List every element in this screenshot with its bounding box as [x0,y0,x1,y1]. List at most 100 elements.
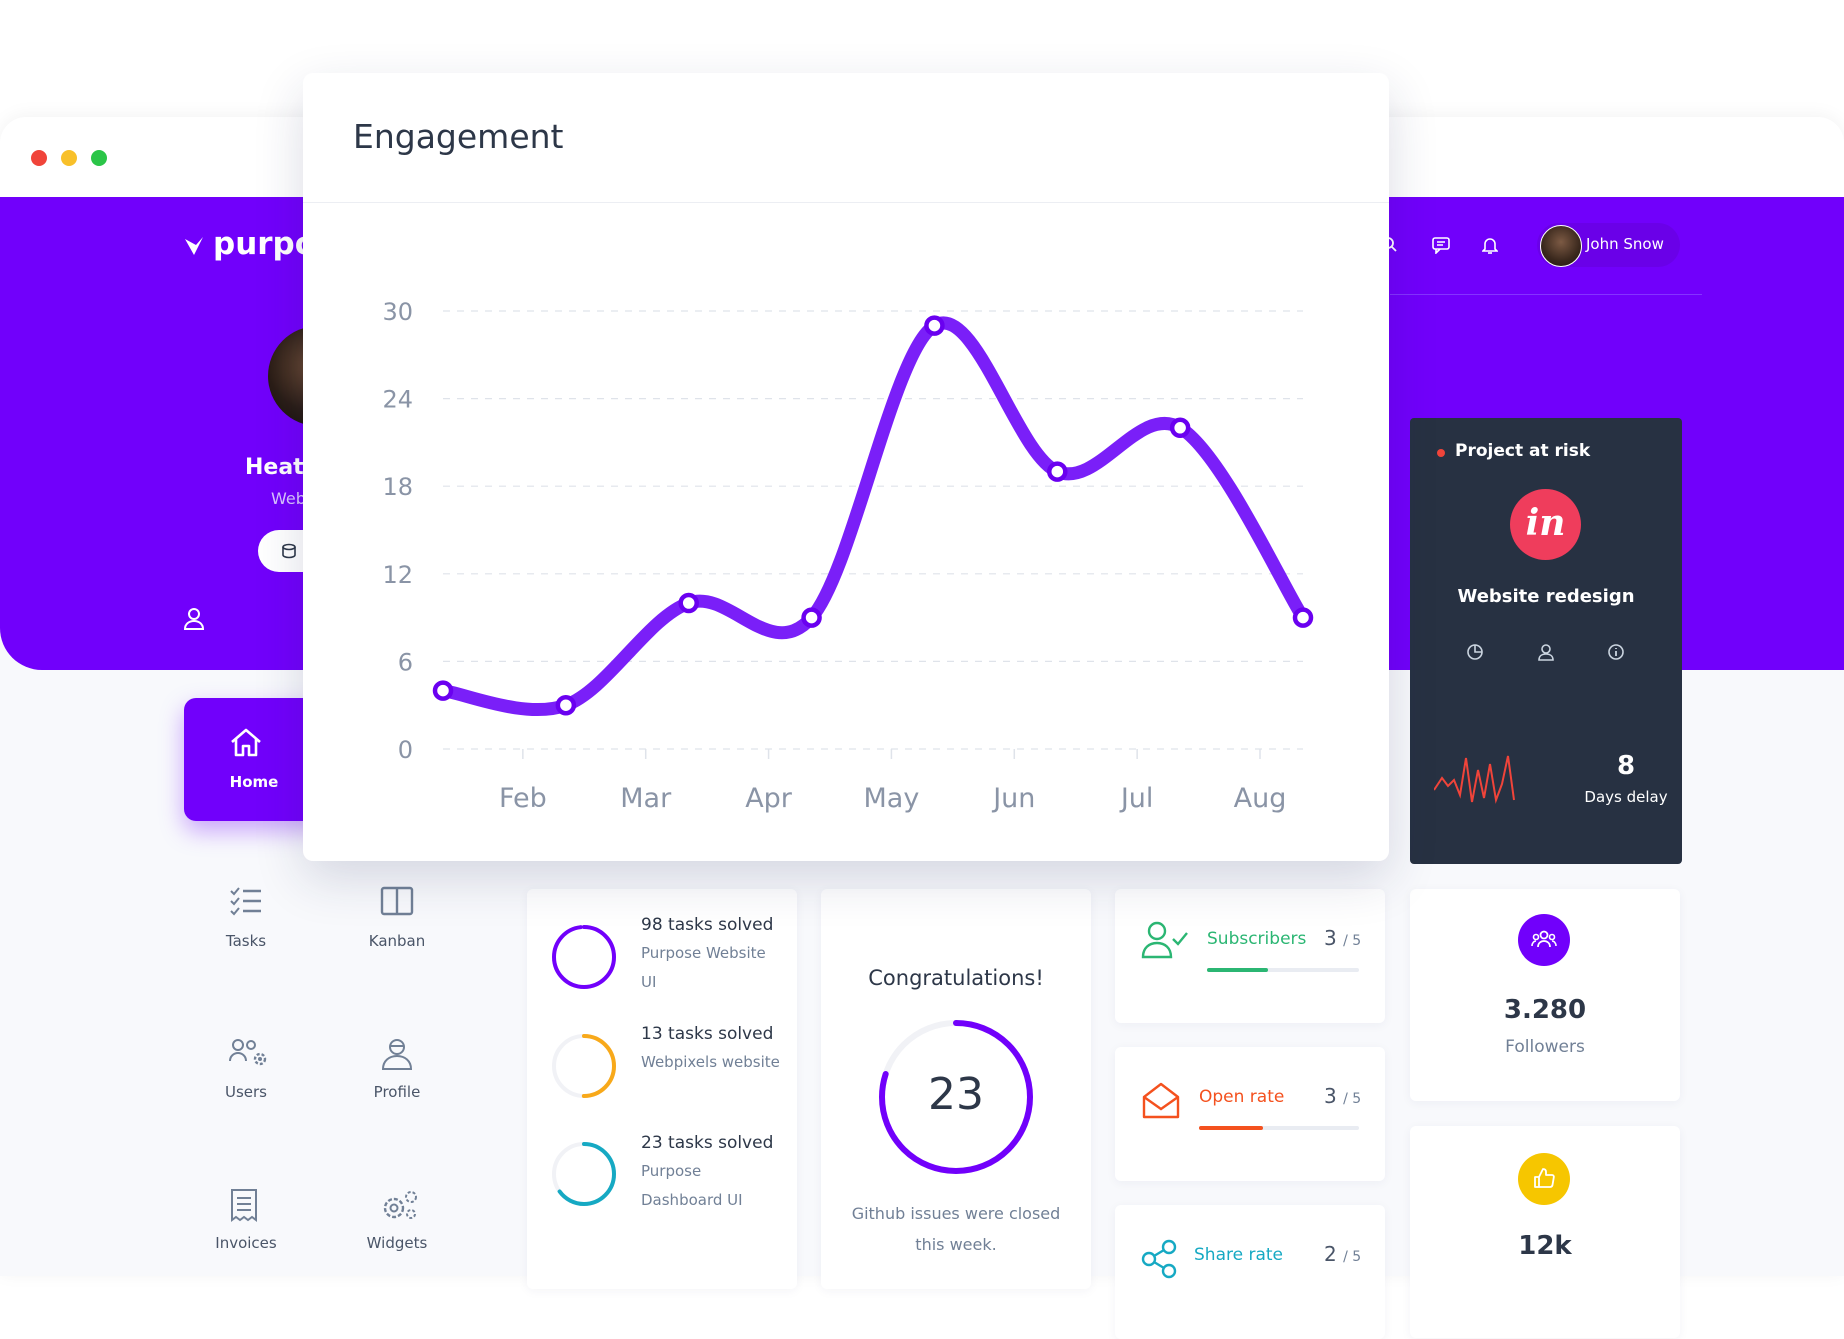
x-tick-label: Apr [745,783,793,814]
followers-label: Followers [1505,1037,1585,1057]
delay-value: 8 [1616,751,1636,781]
group-icon [1518,914,1570,966]
sidebar-item-label: Home [229,773,279,791]
risk-indicator-dot [1437,449,1445,457]
y-tick-label: 30 [382,298,413,326]
github-line-1: Github issues were closed [851,1204,1061,1223]
home-icon [231,728,261,757]
followers-card: 3.280 Followers [1410,889,1680,1101]
pie-chart-icon[interactable] [1466,643,1484,661]
metric-label: Open rate [1199,1087,1285,1107]
sidebar-item-kanban[interactable]: Kanban [327,872,467,972]
task-title: 98 tasks solved [641,915,774,935]
data-point [1047,461,1068,482]
metric-value: 3 / 5 [1324,926,1362,950]
github-card: Congratulations! 23 Github issues were c… [821,889,1091,1289]
metric-value: 3 / 5 [1324,1084,1362,1108]
bell-icon[interactable] [1481,236,1499,259]
y-tick-label: 18 [382,473,413,501]
sidebar-item-profile[interactable]: Profile [327,1023,467,1123]
sidebar-item-invoices[interactable]: Invoices [176,1174,316,1274]
data-point [432,680,454,701]
metric-label: Subscribers [1207,929,1307,949]
sidebar-item-widgets[interactable]: Widgets [327,1174,467,1274]
close-dot[interactable] [31,150,47,166]
tasks-card: 98 tasks solved Purpose Website UI 13 ta… [527,889,797,1289]
x-tick-label: May [864,783,920,814]
engagement-chart: 0 6 12 18 24 30 Feb Mar Apr May Jun Jul Aug [382,298,1314,814]
task-title: 23 tasks solved [641,1133,774,1153]
project-risk-card[interactable]: Project at risk in Website redesign 8 Da… [1410,418,1682,864]
x-tick-label: Mar [620,783,672,814]
envelope-open-icon [1142,1082,1180,1119]
risk-title: Project at risk [1455,441,1591,461]
share-rate-card: Share rate 2 / 5 [1115,1205,1385,1339]
user-avatar [1540,225,1582,267]
task-progress-ring [552,925,616,989]
y-tick-label: 0 [398,736,413,764]
delay-label: Days delay [1584,788,1668,806]
sidebar-item-label: Users [224,1083,267,1101]
brand-logo-icon [183,235,205,265]
github-line-2: this week. [915,1235,997,1254]
metric-progress-bar [1207,968,1359,972]
database-icon [282,543,296,559]
thumbs-up-icon [1518,1153,1570,1205]
sidebar-item-home[interactable]: Home [184,698,324,821]
sidebar-item-label: Invoices [215,1234,277,1252]
sidebar-item-label: Kanban [368,932,426,950]
likes-card: 12k [1410,1126,1680,1338]
x-tick-label: Jul [1119,783,1154,814]
user-icon[interactable] [1537,643,1555,661]
data-point [924,315,945,336]
user-check-icon [1141,921,1188,959]
github-value: 23 [928,1069,984,1120]
info-icon[interactable] [1607,643,1625,661]
github-progress-ring [879,1020,1033,1174]
risk-sparkline [1434,755,1515,804]
data-point [1292,607,1314,628]
task-subtitle: Purpose Dashboard UI [641,1162,743,1209]
card-divider [303,202,1389,203]
tasks-icon [230,887,261,916]
engagement-card: Engagement 0 6 12 18 24 30 Feb Mar Apr May Jun Jul A… [303,73,1389,861]
engagement-title: Engagement [353,117,564,156]
subscribers-card: Subscribers 3 / 5 [1115,889,1385,1023]
task-subtitle: Webpixels website [641,1053,780,1071]
sidebar-item-label: Widgets [366,1234,428,1252]
sidebar-item-users[interactable]: Users [176,1023,316,1123]
y-tick-label: 6 [398,648,413,676]
invision-logo-icon: in [1510,489,1581,560]
sidebar-item-label: Profile [373,1083,421,1101]
task-progress-ring [552,1034,616,1098]
share-icon [1141,1239,1177,1279]
metric-label: Share rate [1194,1245,1283,1265]
sidebar-item-label: Tasks [225,932,267,950]
minimize-dot[interactable] [61,150,77,166]
sidebar-item-tasks[interactable]: Tasks [176,872,316,972]
data-point [678,592,699,614]
metric-progress-fill [1199,1126,1263,1130]
y-tick-label: 24 [382,386,413,414]
profile-subtitle: Web [271,489,306,508]
user-name[interactable]: John Snow [1586,235,1664,253]
profile-icon [381,1039,413,1070]
followers-value: 3.280 [1503,995,1587,1025]
data-point [555,694,577,716]
widgets-icon [383,1191,417,1219]
x-tick-label: Aug [1234,783,1287,814]
kanban-icon [380,886,414,916]
maximize-dot[interactable] [91,150,107,166]
series-line [436,316,1310,716]
github-title: Congratulations! [868,966,1044,990]
chat-icon[interactable] [1432,237,1450,258]
x-tick-label: Jun [991,783,1035,814]
data-point [1169,417,1191,439]
metric-progress-fill [1207,968,1268,972]
task-title: 13 tasks solved [641,1024,774,1044]
task-subtitle: Purpose Website UI [641,944,766,991]
x-tick-label: Feb [499,783,547,814]
users-icon [229,1039,267,1066]
user-outline-icon[interactable] [183,607,205,635]
header-divider [1390,294,1702,295]
